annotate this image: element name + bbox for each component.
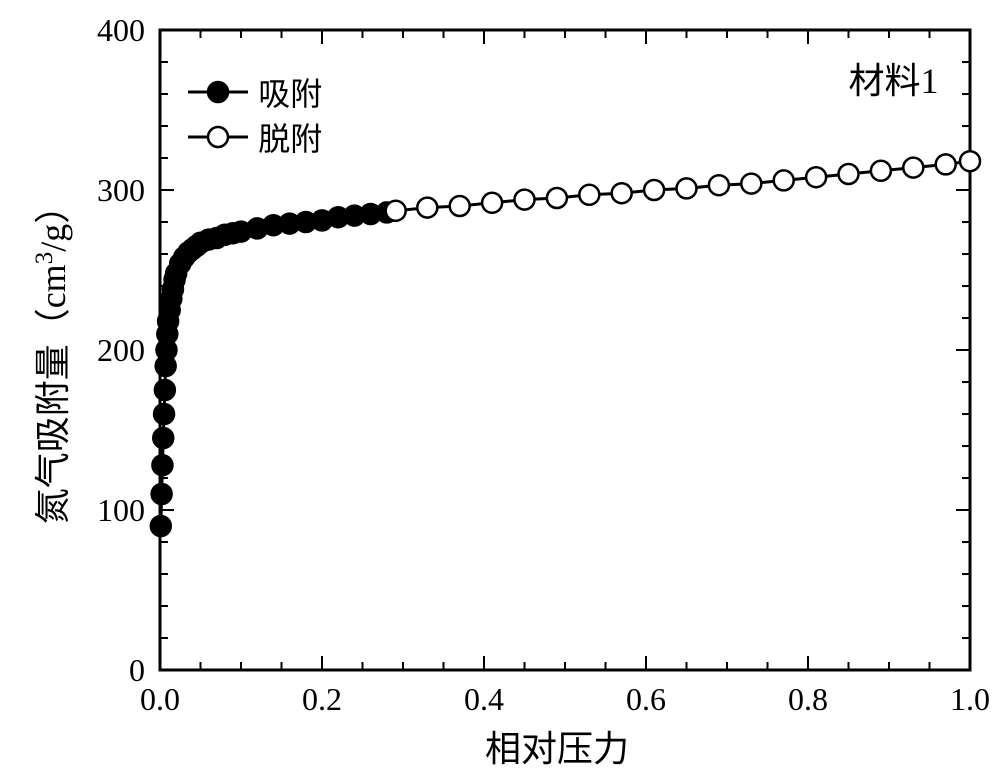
chart-svg: 0.0 0.2 0.4 0.6 0.8 1.0 0 100 200 300 400: [0, 0, 1000, 767]
svg-text:0.8: 0.8: [788, 681, 828, 717]
svg-text:0.6: 0.6: [626, 681, 666, 717]
svg-text:300: 300: [97, 172, 145, 208]
legend-entry: 脱附: [186, 114, 322, 160]
svg-text:0.4: 0.4: [464, 681, 504, 717]
y-axis-label: 氮气吸附量（cm3/g）: [24, 186, 76, 526]
svg-text:400: 400: [97, 12, 145, 48]
legend-label: 吸附: [258, 69, 322, 115]
svg-text:200: 200: [97, 332, 145, 368]
svg-text:0.2: 0.2: [302, 681, 342, 717]
svg-text:0.0: 0.0: [140, 681, 180, 717]
svg-text:100: 100: [97, 492, 145, 528]
legend-entry: 吸附: [186, 69, 322, 115]
svg-text:1.0: 1.0: [950, 681, 990, 717]
x-axis-label: 相对压力: [485, 720, 629, 772]
chart-container: 0.0 0.2 0.4 0.6 0.8 1.0 0 100 200 300 400 氮气吸附量（cm…: [0, 0, 1000, 767]
legend-label: 脱附: [258, 114, 322, 160]
annotation-material: 材料1: [849, 52, 939, 104]
svg-text:0: 0: [129, 652, 145, 688]
